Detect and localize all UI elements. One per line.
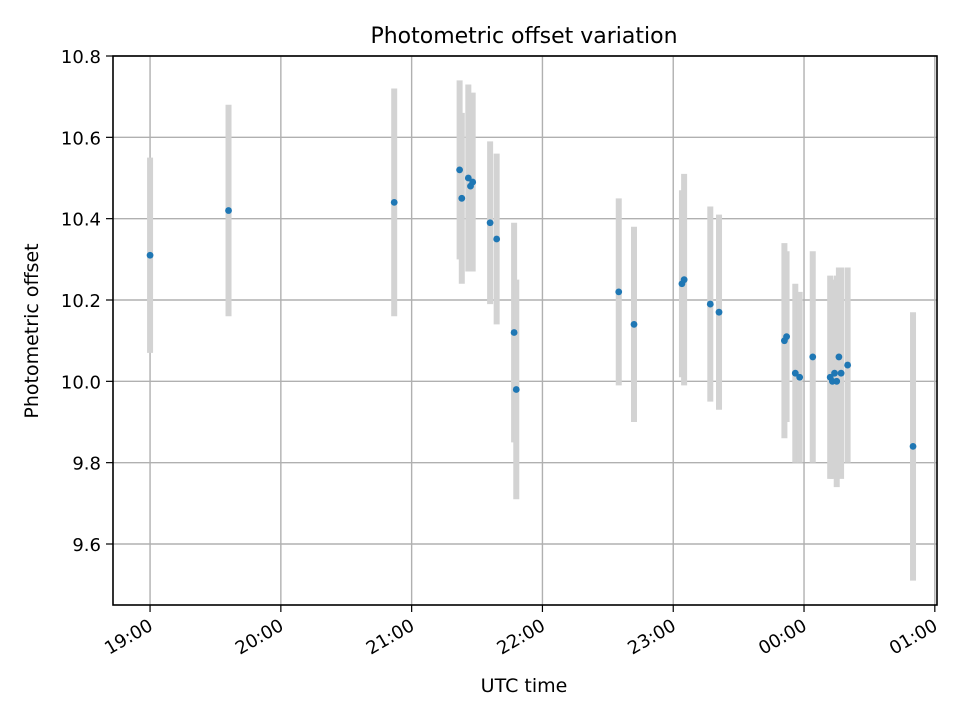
data-points [146, 166, 917, 450]
x-tick-label: 20:00 [232, 615, 287, 659]
data-point [837, 369, 845, 377]
data-point [715, 308, 723, 316]
data-point [486, 219, 494, 227]
data-point [909, 443, 917, 450]
data-point [796, 373, 804, 381]
y-tick-label: 10.8 [61, 47, 101, 68]
data-point [146, 251, 154, 259]
x-tick-label: 01:00 [886, 615, 941, 659]
x-tick-label: 00:00 [755, 615, 810, 659]
data-point [630, 321, 638, 328]
data-point [512, 386, 520, 393]
y-tick-label: 9.6 [72, 535, 101, 556]
y-tick-label: 10.0 [61, 372, 101, 393]
plot-frame [112, 55, 938, 606]
axes: 9.6 9.8 10.0 10.2 10.4 10.6 10.8 19:00 20:00 21:0… [61, 47, 941, 659]
data-point [706, 300, 714, 308]
x-tick-label: 23:00 [624, 615, 679, 659]
y-tick-label: 10.6 [61, 128, 101, 149]
data-point [833, 377, 841, 385]
y-tick-label: 9.8 [72, 454, 101, 475]
data-point [615, 288, 623, 296]
data-point [510, 329, 518, 336]
data-point [493, 235, 501, 243]
data-point [835, 353, 843, 361]
data-point [458, 194, 466, 202]
y-tick-label: 10.4 [61, 210, 101, 231]
data-point [844, 361, 852, 369]
data-point [225, 207, 232, 214]
data-point [809, 353, 817, 361]
y-axis-label: Photometric offset [21, 243, 43, 418]
error-bars [147, 80, 917, 581]
x-tick-label: 21:00 [363, 615, 418, 659]
chart-title: Photometric offset variation [370, 24, 677, 49]
data-point [680, 276, 688, 284]
data-point [783, 333, 790, 340]
data-point [456, 166, 464, 174]
x-tick-label: 19:00 [101, 615, 156, 659]
x-tick-label: 22:00 [494, 615, 549, 659]
grid [113, 55, 937, 605]
x-axis-label: UTC time [481, 675, 568, 697]
data-point [791, 369, 799, 377]
y-tick-label: 10.2 [61, 291, 101, 312]
data-point [831, 369, 838, 377]
data-point [390, 199, 398, 206]
data-point [469, 178, 477, 186]
data-point [464, 174, 472, 182]
